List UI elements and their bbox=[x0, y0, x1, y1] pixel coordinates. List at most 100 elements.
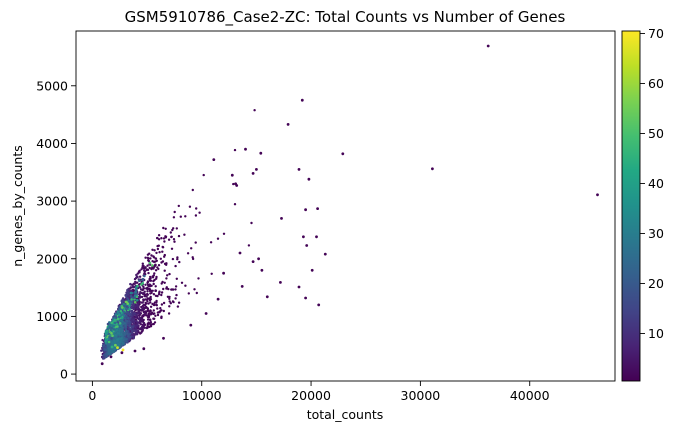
data-point bbox=[129, 306, 133, 309]
data-point bbox=[141, 301, 144, 304]
data-point bbox=[170, 288, 173, 291]
data-point bbox=[125, 329, 128, 333]
data-point bbox=[174, 288, 177, 291]
data-point bbox=[129, 302, 132, 305]
data-point bbox=[140, 308, 143, 311]
data-point bbox=[150, 291, 153, 295]
data-point bbox=[115, 329, 118, 332]
data-point bbox=[128, 300, 132, 303]
x-tick-label: 10000 bbox=[182, 388, 222, 403]
data-point bbox=[136, 307, 139, 310]
data-point bbox=[146, 314, 149, 317]
data-point bbox=[164, 227, 167, 230]
data-point bbox=[250, 221, 253, 225]
data-point bbox=[145, 326, 148, 330]
data-point bbox=[155, 251, 158, 255]
data-point bbox=[157, 234, 161, 237]
data-point bbox=[240, 285, 244, 288]
data-point bbox=[164, 262, 167, 266]
data-point bbox=[122, 338, 125, 341]
data-point bbox=[160, 309, 163, 312]
data-point bbox=[116, 338, 119, 341]
data-point bbox=[104, 341, 108, 345]
data-point bbox=[150, 267, 153, 271]
data-point bbox=[136, 303, 139, 307]
data-point bbox=[124, 328, 128, 331]
data-point bbox=[142, 303, 145, 307]
data-point bbox=[171, 300, 175, 303]
data-point bbox=[143, 274, 146, 278]
data-point bbox=[176, 256, 179, 259]
data-point bbox=[230, 173, 234, 177]
data-point bbox=[138, 311, 141, 315]
data-point bbox=[127, 317, 130, 320]
data-point bbox=[152, 255, 155, 258]
data-point bbox=[118, 343, 121, 346]
data-point bbox=[118, 327, 122, 331]
data-point bbox=[302, 235, 305, 239]
data-point bbox=[233, 203, 237, 206]
data-point bbox=[114, 343, 117, 347]
data-point bbox=[152, 309, 155, 312]
data-point bbox=[139, 291, 142, 295]
data-point bbox=[113, 318, 117, 322]
data-point bbox=[148, 289, 152, 293]
data-point bbox=[112, 324, 115, 328]
data-point bbox=[102, 357, 105, 360]
data-point bbox=[168, 272, 171, 276]
data-point bbox=[286, 123, 290, 126]
data-point bbox=[238, 251, 242, 255]
data-point bbox=[323, 252, 327, 256]
data-point bbox=[134, 333, 137, 336]
data-point bbox=[129, 286, 132, 289]
data-point bbox=[130, 331, 133, 335]
data-point bbox=[147, 271, 150, 275]
data-point bbox=[163, 281, 166, 284]
data-point bbox=[120, 324, 123, 327]
data-point bbox=[135, 288, 138, 291]
x-tick-label: 40000 bbox=[510, 388, 550, 403]
plot-area-frame bbox=[75, 30, 616, 382]
data-point bbox=[101, 338, 104, 342]
data-point bbox=[297, 168, 301, 171]
data-point bbox=[184, 215, 187, 218]
data-point bbox=[125, 338, 128, 341]
data-point bbox=[124, 326, 128, 329]
data-point bbox=[130, 298, 133, 301]
y-axis: 0 1000 2000 3000 4000 5000 bbox=[36, 78, 76, 382]
x-tick-label: 30000 bbox=[401, 388, 441, 403]
data-point bbox=[165, 287, 168, 290]
data-point bbox=[253, 109, 256, 112]
data-point bbox=[162, 309, 165, 313]
data-point bbox=[116, 325, 119, 328]
data-point bbox=[186, 252, 190, 255]
data-point bbox=[173, 240, 176, 243]
data-point bbox=[146, 290, 149, 293]
data-point bbox=[140, 326, 143, 330]
data-point bbox=[118, 332, 121, 335]
data-point bbox=[108, 335, 111, 339]
data-point bbox=[222, 271, 226, 275]
data-point bbox=[131, 305, 135, 308]
data-point bbox=[176, 305, 180, 308]
y-tick-label: 1000 bbox=[36, 309, 68, 324]
data-point bbox=[144, 295, 147, 298]
data-point bbox=[124, 324, 127, 327]
data-point bbox=[106, 322, 110, 326]
data-point bbox=[111, 334, 114, 338]
data-point bbox=[148, 261, 152, 265]
data-point bbox=[195, 291, 198, 295]
data-point bbox=[126, 302, 129, 305]
data-point bbox=[257, 257, 260, 261]
data-point bbox=[151, 260, 154, 263]
data-point bbox=[133, 312, 136, 315]
data-point bbox=[148, 277, 151, 281]
colorbar-tick-label: 70 bbox=[648, 26, 664, 41]
data-point bbox=[165, 277, 168, 280]
data-point bbox=[110, 332, 113, 335]
data-point bbox=[596, 193, 599, 197]
data-point bbox=[216, 237, 220, 240]
data-point bbox=[100, 362, 104, 366]
data-point bbox=[251, 172, 255, 175]
data-point bbox=[191, 256, 194, 259]
